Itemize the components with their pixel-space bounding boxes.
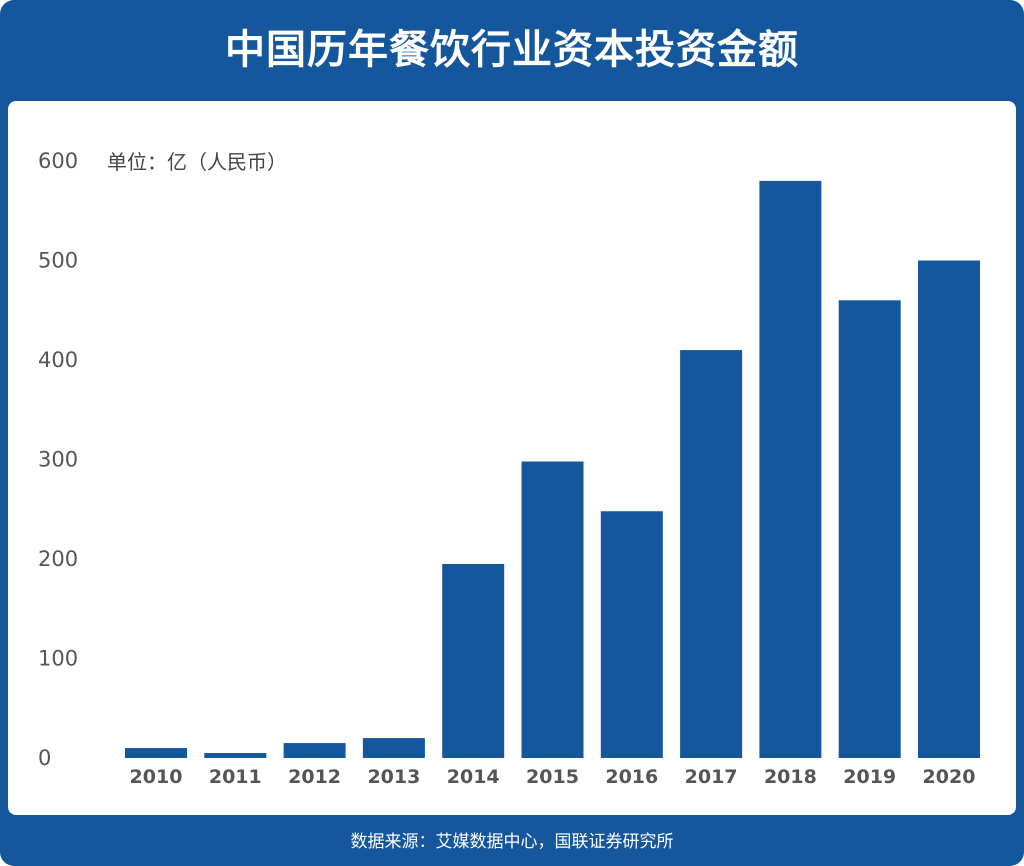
chart-title: 中国历年餐饮行业资本投资金额 <box>225 27 799 73</box>
y-tick-label: 0 <box>38 746 51 770</box>
bar-2015 <box>521 461 584 758</box>
bar-2010 <box>125 748 187 758</box>
x-tick-label: 2020 <box>923 766 976 788</box>
x-tick-label: 2010 <box>130 766 183 788</box>
bar-2012 <box>283 743 346 758</box>
bar-2011 <box>204 753 267 758</box>
x-tick-label: 2018 <box>764 766 817 788</box>
x-tick-label: 2016 <box>605 766 658 788</box>
y-tick-label: 400 <box>38 348 78 372</box>
y-unit-label: 单位：亿（人民币） <box>107 150 287 174</box>
y-tick-label: 600 <box>38 149 78 173</box>
y-tick-label: 500 <box>38 249 78 273</box>
bar-2018 <box>759 180 822 758</box>
x-tick-label: 2012 <box>288 766 341 788</box>
bar-2013 <box>362 738 425 758</box>
x-tick-label: 2011 <box>209 766 262 788</box>
y-tick-label: 300 <box>38 448 78 472</box>
bar-2019 <box>838 300 901 758</box>
bar-2014 <box>442 563 505 758</box>
x-tick-label: 2014 <box>447 766 500 788</box>
bar-series <box>125 180 980 758</box>
y-tick-label: 200 <box>38 547 78 571</box>
y-tick-label: 100 <box>38 647 78 671</box>
x-tick-label: 2015 <box>526 766 579 788</box>
x-tick-label: 2017 <box>685 766 738 788</box>
bar-2017 <box>680 350 743 758</box>
x-axis: 2010 2011 2012 2013 2014 2015 2016 2017 2018 2019… <box>130 766 976 788</box>
y-axis: 0 100 200 300 400 500 600 <box>38 149 78 770</box>
x-tick-label: 2019 <box>843 766 896 788</box>
source-note: 数据来源：艾媒数据中心，国联证券研究所 <box>350 832 674 852</box>
x-tick-label: 2013 <box>367 766 420 788</box>
bar-2020 <box>918 260 980 758</box>
bar-2016 <box>600 511 663 758</box>
chart-panel: 单位：亿（人民币） 0 100 200 300 400 500 600 2010 2011 20… <box>8 101 1016 815</box>
